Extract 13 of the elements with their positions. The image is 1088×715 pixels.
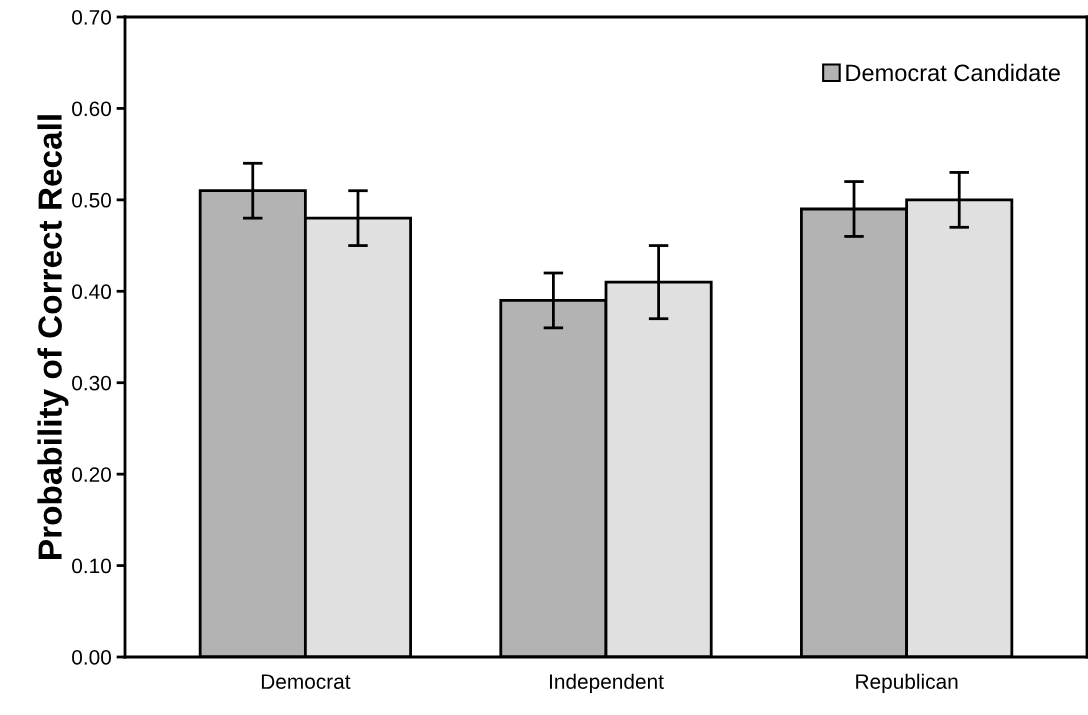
y-tick-label: 0.10 — [72, 558, 111, 574]
y-axis-title: Probability of Correct Recall — [37, 115, 69, 559]
y-tick-label: 0.30 — [72, 375, 111, 391]
y-tick-label: 0.40 — [72, 284, 111, 300]
x-tick-label: Democrat — [261, 674, 351, 689]
y-tick-label: 0.60 — [72, 101, 111, 117]
y-tick-label: 0.20 — [72, 467, 111, 482]
y-tick-label: 0.50 — [72, 192, 111, 208]
x-tick-label: Republican — [856, 673, 958, 694]
legend-label: Democrat Candidate — [846, 63, 1060, 82]
x-tick-label: Independent — [550, 673, 664, 694]
y-tick-label: 0.00 — [72, 650, 111, 665]
y-tick-label: 0.70 — [72, 10, 111, 25]
